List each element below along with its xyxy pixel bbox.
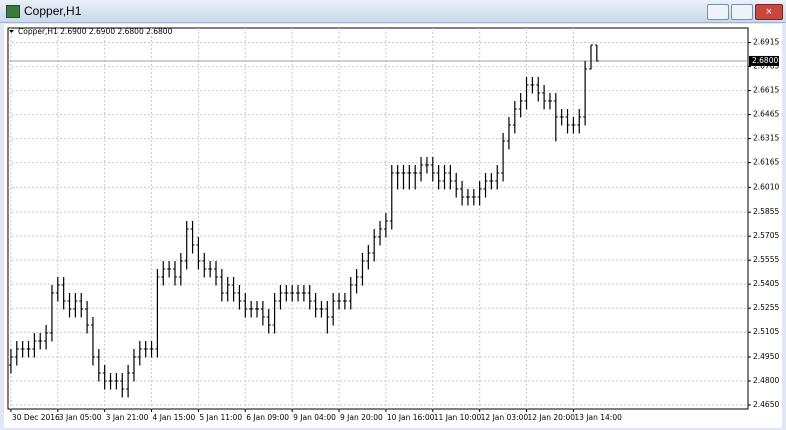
y-tick-label: 2.4950 xyxy=(753,352,779,361)
y-tick-label: 2.4650 xyxy=(753,400,779,409)
y-tick-label: 2.5105 xyxy=(753,327,779,336)
current-price-box xyxy=(749,55,779,66)
y-tick-label: 2.5555 xyxy=(753,255,779,264)
y-tick-label: 2.5855 xyxy=(753,207,779,216)
y-tick-label: 2.4800 xyxy=(753,376,779,385)
current-price-label: 2.6800 xyxy=(752,56,778,65)
x-tick-label: 9 Jan 20:00 xyxy=(340,413,383,422)
x-tick-label: 6 Jan 09:00 xyxy=(246,413,289,422)
x-tick-label: 3 Jan 21:00 xyxy=(106,413,149,422)
y-tick-label: 2.6915 xyxy=(753,38,779,47)
x-tick-label: 10 Jan 16:00 xyxy=(387,413,435,422)
close-button[interactable]: × xyxy=(755,4,783,20)
y-tick-label: 2.5405 xyxy=(753,279,779,288)
plot-frame xyxy=(7,27,749,410)
window-title: Copper,H1 xyxy=(24,4,82,18)
y-tick-label: 2.6465 xyxy=(753,110,779,119)
x-tick-label: 12 Jan 20:00 xyxy=(528,413,576,422)
y-tick-label: 2.6165 xyxy=(753,158,779,167)
y-tick-label: 2.6315 xyxy=(753,134,779,143)
minimize-button[interactable] xyxy=(707,4,729,20)
collapse-arrow[interactable] xyxy=(9,30,14,33)
x-tick-label: 9 Jan 04:00 xyxy=(293,413,336,422)
x-tick-label: 30 Dec 2016 xyxy=(12,413,60,422)
y-tick-label: 2.5255 xyxy=(753,303,779,312)
x-tick-label: 13 Jan 14:00 xyxy=(574,413,622,422)
chart: Copper,H1 2.6900 2.6900 2.6800 2.6800 2.… xyxy=(4,24,782,428)
x-tick-label: 5 Jan 11:00 xyxy=(199,413,242,422)
x-tick-label: 4 Jan 15:00 xyxy=(153,413,196,422)
restore-button[interactable] xyxy=(731,4,753,20)
x-tick-label: 3 Jan 05:00 xyxy=(59,413,102,422)
y-tick-label: 2.5705 xyxy=(753,231,779,240)
title-bar: Copper,H1 × xyxy=(0,0,786,23)
x-tick-label: 12 Jan 03:00 xyxy=(481,413,529,422)
chart-subtitle: Copper,H1 2.6900 2.6900 2.6800 2.6800 xyxy=(18,27,173,36)
y-tick-label: 2.6010 xyxy=(753,182,779,191)
y-tick-label: 2.6765 xyxy=(753,62,779,71)
window-icon xyxy=(6,5,20,18)
x-tick-label: 11 Jan 10:00 xyxy=(434,413,482,422)
y-tick-label: 2.6615 xyxy=(753,86,779,95)
